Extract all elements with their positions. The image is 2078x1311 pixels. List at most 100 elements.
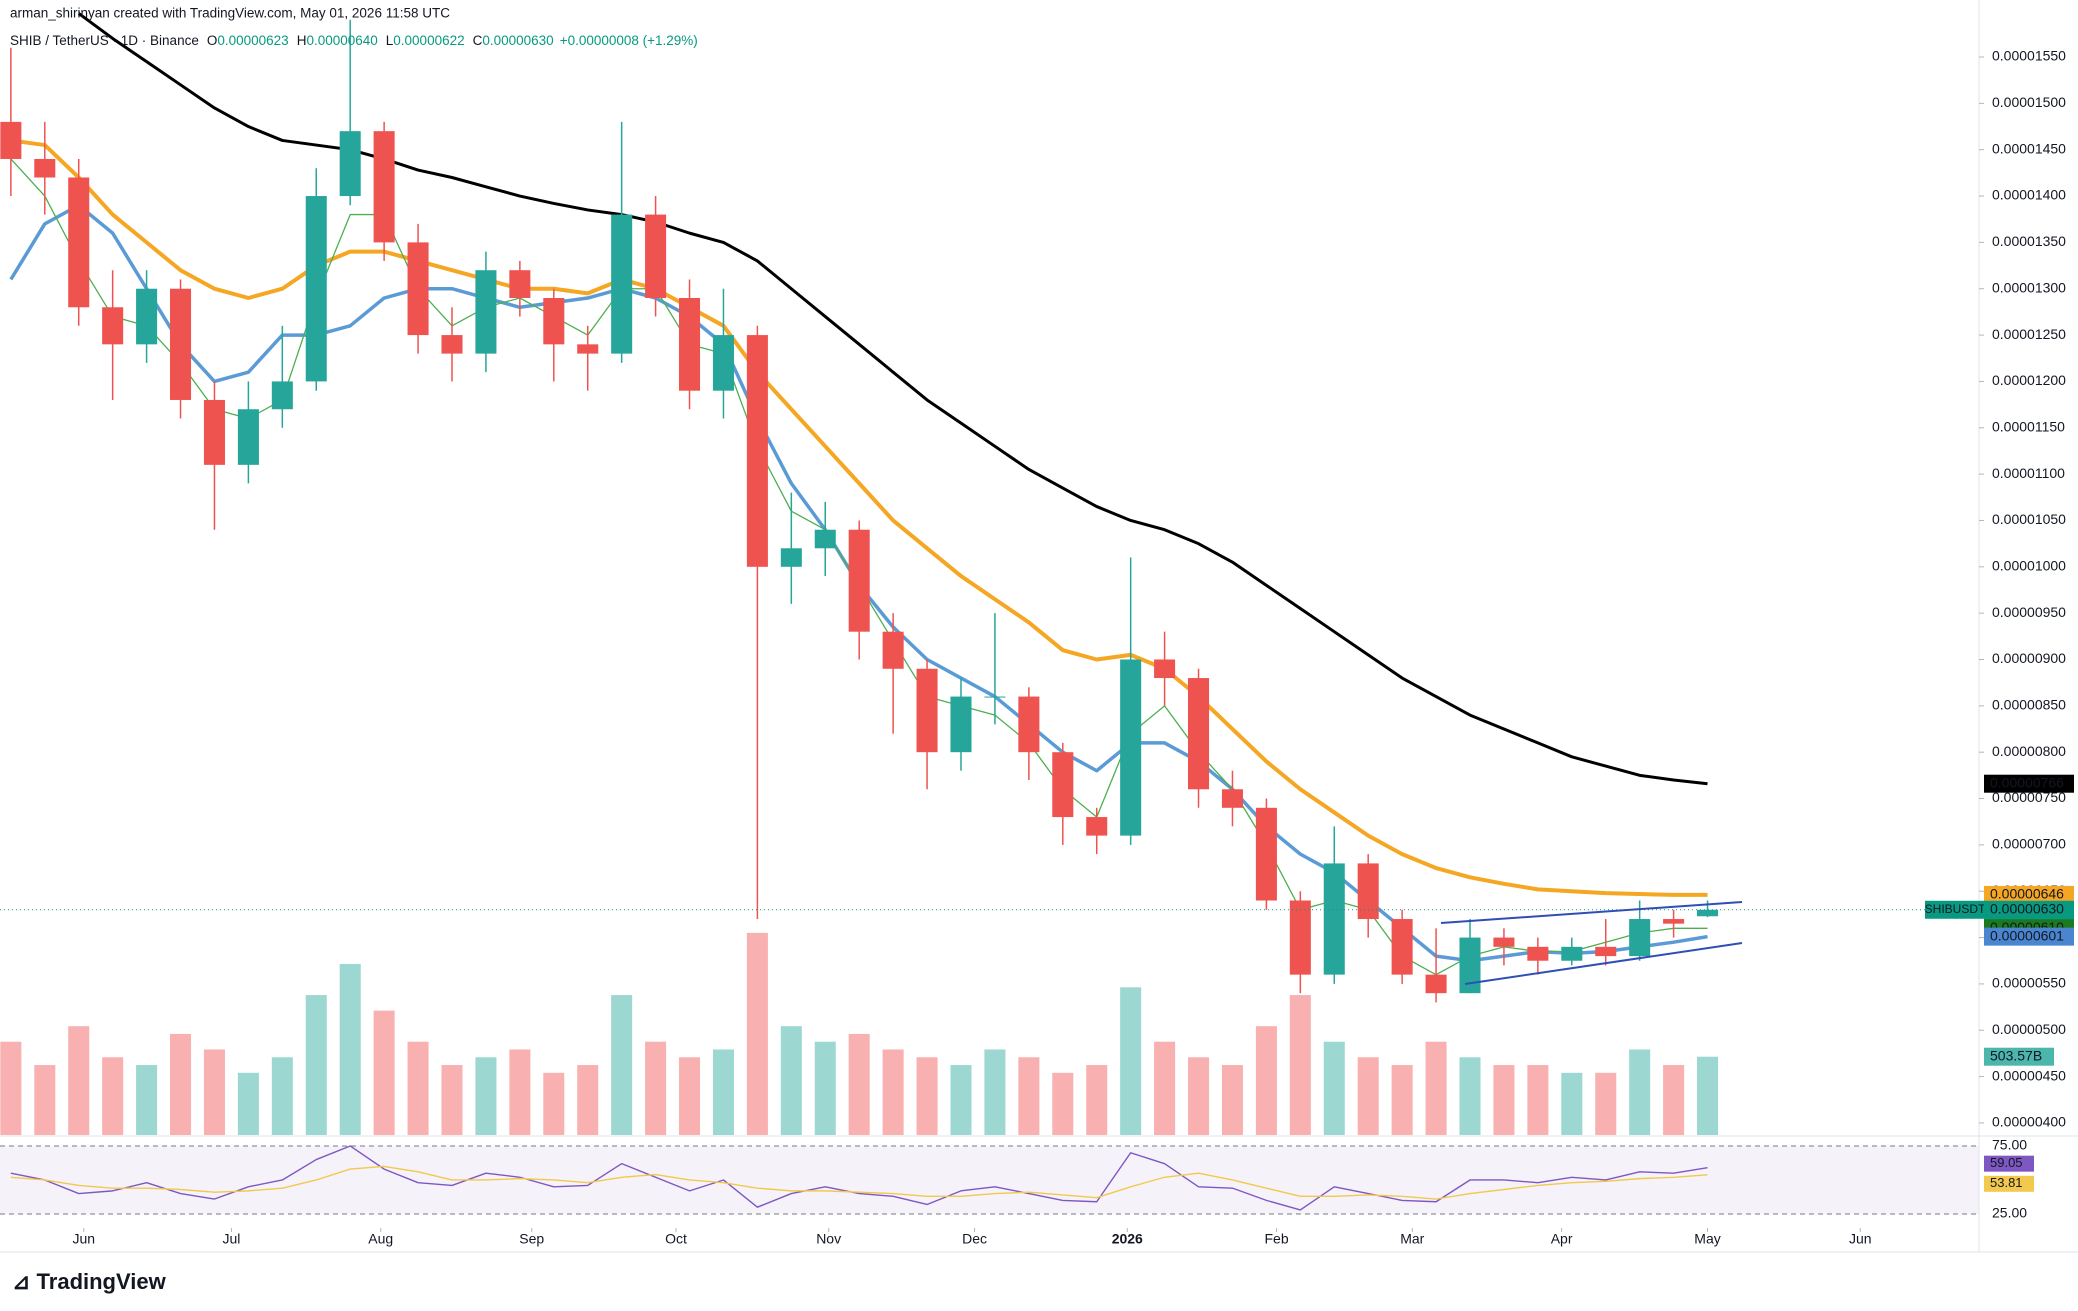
y-tick-label: 0.00001100: [1992, 465, 2065, 481]
candle-body: [916, 668, 938, 753]
volume-bar: [339, 963, 361, 1135]
plot-area: [0, 12, 1979, 1215]
candle-body: [1697, 909, 1719, 917]
candle-body: [407, 242, 429, 336]
volume-bar: [441, 1065, 463, 1135]
y-tick-label: 0.00000450: [1992, 1067, 2066, 1083]
price-label: 0.00000646: [1990, 886, 2064, 902]
candle-body: [1629, 919, 1651, 957]
axes: 0.00001550 0.00001500 0.00001450 0.00001400…: [73, 48, 2074, 1247]
volume-bar: [475, 1057, 497, 1135]
candle-body: [679, 298, 701, 391]
candle-body: [577, 344, 599, 354]
candle-body: [1323, 863, 1345, 975]
volume-bar: [645, 1041, 667, 1135]
y-tick-label: 0.00000700: [1992, 836, 2066, 852]
symbol-tag: SHIBUSDT: [1925, 902, 1986, 916]
volume-bar: [1323, 1041, 1345, 1135]
candle-body: [102, 307, 124, 345]
candle-body: [373, 131, 395, 243]
candle-body: [814, 529, 836, 549]
candle-body: [1391, 919, 1413, 975]
ma-line: [10, 1145, 1708, 1211]
y-tick-label: 0.00001350: [1992, 233, 2066, 249]
candle-body: [848, 529, 870, 632]
symbol-tag-bg: [1925, 900, 1985, 919]
candle-body: [1493, 937, 1515, 947]
candle-body: [0, 121, 22, 159]
candle-body: [1595, 946, 1617, 957]
candle-body: [1018, 696, 1040, 753]
y-tick-label: 0.00000950: [1992, 604, 2066, 620]
y-tick-label: 0.00001550: [1992, 48, 2066, 64]
volume-bar: [1595, 1072, 1617, 1135]
candle-body: [611, 214, 633, 354]
candle-body: [882, 631, 904, 669]
volume-label: 503.57B: [1990, 1047, 2042, 1063]
candle-body: [543, 298, 565, 345]
ohlc-key: O: [207, 33, 218, 48]
rsi-label-bg: [1984, 1175, 2034, 1192]
ohlc-key: L: [386, 33, 394, 48]
candle-body: [68, 177, 90, 308]
volume-bar: [848, 1033, 870, 1135]
volume-bar: [203, 1049, 225, 1135]
volume-bar: [543, 1072, 565, 1135]
volume-bar: [1425, 1041, 1447, 1135]
volume-bar: [34, 1065, 56, 1135]
ohlc-value: 0.00000622: [393, 33, 464, 48]
x-tick-label: Oct: [665, 1231, 687, 1247]
x-tick-label: Nov: [816, 1231, 841, 1247]
y-tick-label: 0.00001200: [1992, 372, 2066, 388]
volume-bar: [712, 1049, 734, 1135]
candle-body: [1663, 919, 1685, 924]
volume-label-bg: [1984, 1047, 2054, 1066]
x-tick-label: May: [1694, 1231, 1720, 1247]
volume-bar: [170, 1033, 192, 1135]
rsi-band: [0, 1145, 1979, 1214]
brand-name: TradingView: [37, 1269, 167, 1294]
volume-bar: [1527, 1065, 1549, 1135]
x-tick-label: Jun: [1849, 1231, 1872, 1247]
y-tick-label: 0.00001400: [1992, 187, 2066, 203]
candle-body: [136, 288, 158, 345]
candle-body: [1459, 937, 1481, 994]
volume-bar: [1221, 1065, 1243, 1135]
y-tick-label: 0.00000400: [1992, 1114, 2066, 1130]
ma-line: [10, 1165, 1708, 1200]
x-tick-label: Jul: [222, 1231, 240, 1247]
price-label-bg: [1984, 885, 2074, 904]
y-tick-label: 0.00000900: [1992, 650, 2066, 666]
y-tick-label: 0.00001450: [1992, 140, 2066, 156]
y-tick-label: 0.00001050: [1992, 511, 2066, 527]
candle-body: [1120, 659, 1142, 836]
volume-bar: [1018, 1057, 1040, 1135]
candle-body: [271, 381, 293, 410]
y-tick-label: 0.00001300: [1992, 279, 2066, 295]
candle-body: [475, 270, 497, 354]
x-tick-label: Sep: [519, 1231, 544, 1247]
candle-body: [984, 696, 1006, 698]
x-tick-label: 2026: [1112, 1231, 1143, 1247]
volume-bar: [407, 1041, 429, 1135]
price-label: 0.00000766: [1990, 774, 2064, 790]
volume-bar: [1459, 1057, 1481, 1135]
price-label-bg: [1984, 774, 2074, 793]
rsi-label: 59.05: [1990, 1155, 2023, 1170]
volume-bar: [237, 1072, 259, 1135]
rsi-label: 53.81: [1990, 1175, 2023, 1190]
volume-bar: [1391, 1065, 1413, 1135]
y-tick-label: 0.00000850: [1992, 697, 2066, 713]
volume-bar: [916, 1057, 938, 1135]
ohlc-value: 0.00000623: [217, 33, 288, 48]
y-tick-label: 0.00001000: [1992, 558, 2066, 574]
candle-body: [1527, 946, 1549, 961]
volume-bar: [1255, 1026, 1277, 1135]
candle-body: [645, 214, 667, 299]
volume-bar: [1188, 1057, 1210, 1135]
volume-bar: [0, 1041, 22, 1135]
ohlc-key: C: [473, 33, 483, 48]
volume-bar: [814, 1041, 836, 1135]
candle-body: [1154, 659, 1176, 679]
